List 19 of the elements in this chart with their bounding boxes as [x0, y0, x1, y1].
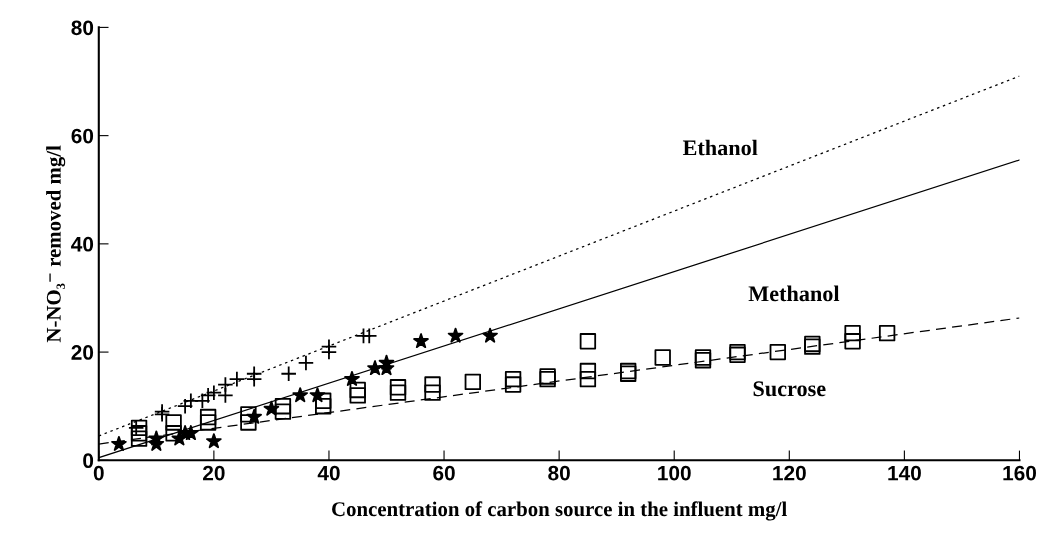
- x-tick-label: 120: [773, 465, 806, 481]
- x-tick-label: 80: [548, 465, 570, 481]
- series-label: Methanol: [748, 285, 840, 302]
- series-label: Ethanol: [682, 139, 758, 156]
- y-tick-label: 40: [71, 236, 94, 252]
- x-tick-label: 140: [888, 465, 921, 481]
- y-tick-label: 20: [71, 345, 94, 360]
- x-tick-label: 40: [317, 465, 340, 481]
- x-tick-label: 160: [1003, 465, 1036, 481]
- x-tick-label: 60: [433, 465, 455, 481]
- x-tick-label: 0: [93, 465, 104, 481]
- y-tick-label: 60: [71, 128, 94, 144]
- y-tick-label: 0: [83, 453, 94, 469]
- y-axis-title: N-NO₃⁻ removed mg/l: [46, 145, 66, 343]
- x-tick-label: 100: [658, 465, 691, 481]
- x-tick-label: 20: [203, 465, 225, 481]
- y-tick-label: 80: [71, 20, 94, 36]
- x-axis-title: Concentration of carbon source in the influent mg/l: [332, 501, 787, 521]
- series-label: Sucrose: [753, 381, 826, 397]
